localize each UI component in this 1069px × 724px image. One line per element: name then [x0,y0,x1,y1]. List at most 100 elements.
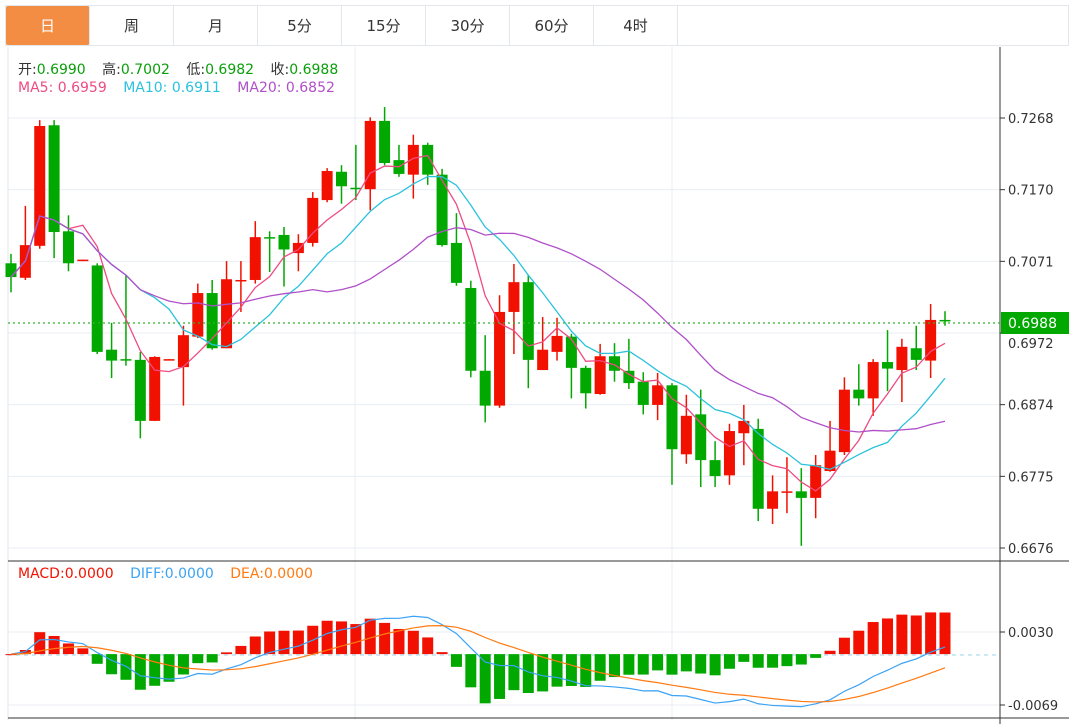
macd-histogram-bar [824,650,836,655]
macd-readout: MACD:0.0000 DIFF:0.0000 DEA:0.0000 [18,566,313,582]
candle-body [838,389,850,453]
candle-body [335,171,347,187]
ma5-line [10,154,946,492]
ma5-label: MA5: [18,80,54,96]
candle-body [594,356,606,395]
tab-week[interactable]: 周 [90,6,174,45]
macd-histogram-bar [91,654,103,664]
open-value: 0.6990 [36,62,86,78]
tab-day[interactable]: 日 [6,6,90,45]
candle-body [824,450,836,472]
macd-histogram-bar [810,654,822,658]
ma20-label: MA20: [237,80,282,96]
candle-body [249,237,261,280]
candle-body [666,385,678,450]
macd-histogram-bar [350,624,362,655]
macd-histogram-bar [609,654,621,678]
candle-body [853,389,865,399]
candle-body [292,242,304,254]
candle-body [551,335,563,352]
macd-histogram-bar [62,643,74,655]
candle-body [106,349,118,361]
macd-histogram-bar [235,645,247,655]
macd-histogram-bar [594,654,606,681]
tab-4hour[interactable]: 4时 [594,6,678,45]
macd-histogram-bar [910,615,922,655]
macd-histogram-bar [278,630,290,655]
candle-body [48,125,60,233]
price-tick-label: 0.7170 [1008,184,1054,199]
candle-body [5,263,17,278]
price-tick-label: 0.7268 [1008,112,1054,127]
dea-line [10,625,946,703]
candle-body [565,336,577,368]
candle-body [795,491,807,498]
macd-histogram-bar [551,654,563,687]
macd-histogram-bar [379,622,391,655]
macd-histogram-bar [580,654,592,687]
price-tick-label: 0.6972 [1008,337,1054,352]
macd-histogram-bar [292,630,304,655]
candle-body [407,144,419,175]
macd-histogram-bar [723,654,735,669]
ma20-line [10,215,946,433]
candle-body [652,385,664,405]
macd-histogram-bar [450,654,462,667]
candle-body [609,356,621,371]
macd-histogram-bar [407,630,419,655]
candle-body [867,362,879,399]
candle-body [278,234,290,250]
tab-5min[interactable]: 5分 [258,6,342,45]
tab-30min[interactable]: 30分 [426,6,510,45]
macd-histogram-bar [192,654,204,664]
macd-label: MACD: [18,566,65,582]
tab-60min[interactable]: 60分 [510,6,594,45]
candle-body [264,237,276,239]
macd-histogram-bar [163,654,175,682]
ohlc-readout: 开:0.6990 高:0.7002 低:0.6982 收:0.6988 [18,59,350,79]
macd-histogram-bar [752,654,764,668]
price-tick-label: 0.6676 [1008,542,1054,557]
macd-histogram-bar [494,654,506,699]
candle-body [925,319,937,361]
macd-histogram-bar [939,612,951,655]
ma-lines [10,154,946,492]
macd-histogram-bar [335,621,347,655]
candle-body [680,415,692,455]
candle-body [91,265,103,352]
candle-body [163,359,175,361]
candle-body [494,311,506,406]
macd-histogram-bar [838,637,850,655]
candle-body [479,370,491,406]
macd-histogram-bar [221,652,233,655]
candle-body [134,359,146,421]
candle-body [422,144,434,175]
low-label: 低: [186,62,206,78]
ma10-value: 0.6911 [171,80,221,96]
candle-body [752,428,764,509]
candle-body [781,491,793,493]
macd-histogram-bar [623,654,635,675]
macd-histogram-bar [422,637,434,655]
candle-body [364,120,376,190]
macd-histogram-bar [177,654,189,675]
candle-body [34,125,46,246]
macd-histogram-bar [48,635,60,655]
candle-body [235,279,247,282]
macd-histogram-bar [364,618,376,655]
macd-histogram-bar [522,654,534,693]
high-label: 高: [102,62,121,78]
candle-body [738,420,750,434]
candle-body [896,346,908,371]
ma-readout: MA5: 0.6959 MA10: 0.6911 MA20: 0.6852 [18,80,335,96]
macd-histogram-bar [695,654,707,674]
candles [5,107,951,546]
tab-month[interactable]: 月 [174,6,258,45]
candle-body [436,174,448,246]
dea-value: 0.0000 [263,566,313,582]
open-label: 开: [18,62,37,78]
macd-histogram-bar [393,628,405,655]
axis-ticks: 0.7268 0.7170 0.7071 0.6972 0.6874 0.6775 0.66… [1000,112,1058,714]
tab-15min[interactable]: 15分 [342,6,426,45]
